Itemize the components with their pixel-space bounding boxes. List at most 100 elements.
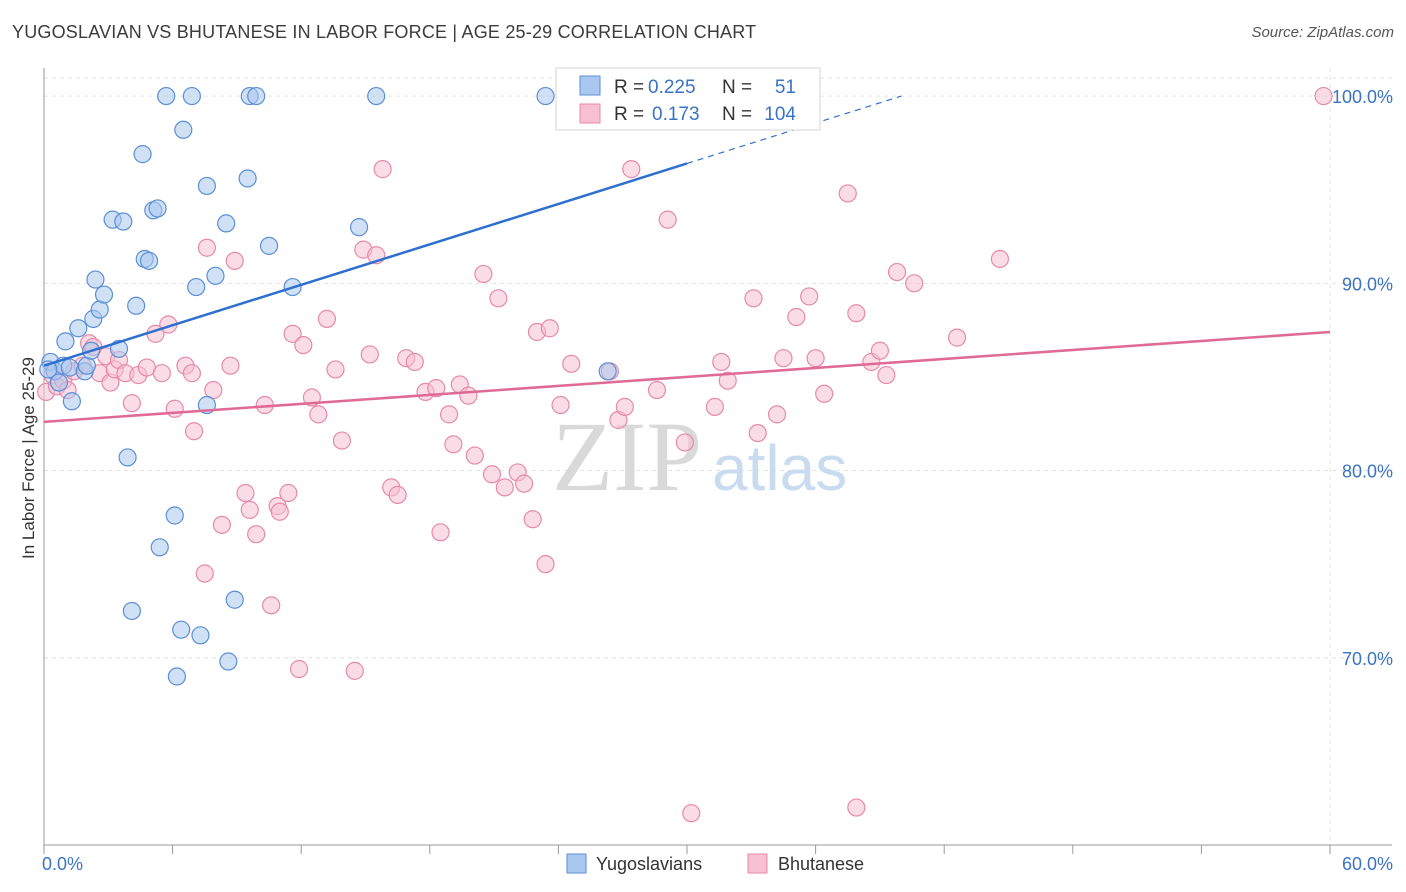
yugoslavian-point-6 xyxy=(62,392,81,411)
bhutanese-point-21 xyxy=(165,399,184,418)
yugoslavian-point-34 xyxy=(191,626,210,645)
yugoslavian-point-35 xyxy=(197,176,216,196)
axis-layer: 70.0% 80.0% 90.0% 100.0% 0.0% 60.0% xyxy=(42,68,1393,874)
yugoslavian-point-14 xyxy=(94,285,114,304)
bhutanese-point-82 xyxy=(675,433,694,452)
bhutanese-point-31 xyxy=(236,483,255,503)
yugoslavian-point-19 xyxy=(122,601,141,621)
bhutanese-point-32 xyxy=(240,500,259,519)
yugoslavian-point-23 xyxy=(139,251,159,270)
legend-n-value-0: 51 xyxy=(775,77,796,98)
bhutanese-point-90 xyxy=(774,349,793,368)
legend-r-label-0: R = xyxy=(614,77,644,98)
bhutanese-point-47 xyxy=(345,661,364,680)
bhutanese-point-49 xyxy=(360,345,379,364)
stats-legend: R = 0.225 N = 51 R = 0.173 N = 104 xyxy=(555,67,821,131)
watermark-atlas: atlas xyxy=(712,432,847,504)
bhutanese-point-93 xyxy=(806,349,825,368)
y-tick-label-100: 100.0% xyxy=(1332,87,1393,107)
bhutanese-point-104 xyxy=(990,249,1010,269)
legend-r-label-1: R = xyxy=(614,104,644,125)
legend-r-value-0: 0.225 xyxy=(648,77,696,98)
bhutanese-point-95 xyxy=(838,184,857,203)
yugoslavian-point-12 xyxy=(86,270,105,289)
bhutanese-point-58 xyxy=(431,523,450,542)
bhutanese-point-45 xyxy=(326,360,345,379)
bhutanese-point-19 xyxy=(152,364,171,383)
yugoslavian-point-5 xyxy=(60,358,79,377)
bhutanese-point-92 xyxy=(800,287,819,306)
series-legend-swatch-bhutanese[interactable] xyxy=(747,853,768,874)
legend-n-label-0: N = xyxy=(722,77,752,98)
yugoslavian-point-40 xyxy=(225,590,244,609)
bhutanese-point-44 xyxy=(317,309,337,328)
bhutanese-point-81 xyxy=(658,210,677,229)
yugoslavian-point-37 xyxy=(206,266,225,285)
bhutanese-point-67 xyxy=(495,478,514,497)
yugoslavian-point-43 xyxy=(247,86,266,106)
bhutanese-point-69 xyxy=(515,474,534,493)
bhutanese-point-24 xyxy=(184,422,204,441)
bhutanese-point-87 xyxy=(744,289,763,308)
bhutanese-point-57 xyxy=(427,379,446,398)
chart-title: YUGOSLAVIAN VS BHUTANESE IN LABOR FORCE … xyxy=(12,22,757,42)
yugoslavian-point-26 xyxy=(150,538,169,557)
bhutanese-point-103 xyxy=(947,328,967,347)
bhutanese-point-51 xyxy=(373,160,392,179)
series-legend: Yugoslavians Bhutanese xyxy=(566,853,864,874)
bhutanese-point-70 xyxy=(523,510,542,529)
bhutanese-point-80 xyxy=(647,380,667,400)
watermark: ZIP atlas xyxy=(552,401,847,512)
bhutanese-point-91 xyxy=(787,307,806,327)
yugoslavian-point-48 xyxy=(536,86,555,106)
bhutanese-point-79 xyxy=(622,160,641,179)
series-legend-label-bhutanese[interactable]: Bhutanese xyxy=(778,854,864,874)
yugoslavian-point-49 xyxy=(598,362,617,381)
yugoslavian-point-41 xyxy=(238,169,257,188)
bhutanese-point-74 xyxy=(551,395,570,415)
series-legend-swatch-yugoslavians[interactable] xyxy=(566,853,587,874)
bhutanese-point-37 xyxy=(270,502,289,521)
bhutanese-point-102 xyxy=(905,274,924,293)
bhutanese-point-53 xyxy=(388,485,407,504)
yugoslavian-point-31 xyxy=(174,120,193,139)
x-tick-label-max: 60.0% xyxy=(1342,854,1393,874)
bhutanese-point-63 xyxy=(465,446,484,465)
yugoslavian-point-7 xyxy=(69,319,88,338)
bhutanese-point-35 xyxy=(262,596,281,615)
bhutanese-point-23 xyxy=(182,364,201,383)
bhutanese-point-64 xyxy=(474,264,493,284)
bhutanese-point-38 xyxy=(279,483,298,503)
source-credit: Source: ZipAtlas.com xyxy=(1251,24,1394,41)
bhutanese-point-59 xyxy=(439,405,459,424)
series-legend-label-yugoslavians[interactable]: Yugoslavians xyxy=(596,854,702,874)
yugoslavian-point-13 xyxy=(90,300,109,319)
yugoslavian-point-28 xyxy=(165,506,184,525)
yugoslavian-point-32 xyxy=(182,86,201,106)
yugoslavian-point-38 xyxy=(217,214,236,233)
yugoslavian-trend-line xyxy=(43,162,688,367)
bhutanese-point-15 xyxy=(122,394,141,413)
bhutanese-point-78 xyxy=(615,397,634,416)
bhutanese-point-28 xyxy=(212,515,231,534)
bhutanese-point-72 xyxy=(536,555,555,574)
yugoslavian-point-16 xyxy=(114,212,133,231)
x-tick-label-min: 0.0% xyxy=(42,854,83,874)
legend-n-value-1: 104 xyxy=(764,104,796,125)
yugoslavian-point-47 xyxy=(367,86,386,106)
yugoslavian-point-4 xyxy=(56,332,75,351)
bhutanese-point-55 xyxy=(405,352,424,372)
legend-n-label-1: N = xyxy=(722,104,752,125)
bhutanese-point-41 xyxy=(294,335,313,355)
bhutanese-point-26 xyxy=(197,238,216,257)
bhutanese-point-40 xyxy=(289,659,309,679)
yugoslavian-point-30 xyxy=(172,620,191,639)
yugoslavian-point-39 xyxy=(219,652,238,671)
yugoslavian-point-2 xyxy=(49,373,69,392)
bhutanese-point-27 xyxy=(204,380,223,400)
bhutanese-point-73 xyxy=(540,319,559,338)
grid-layer xyxy=(44,68,1392,845)
bhutanese-point-62 xyxy=(459,386,478,405)
bhutanese-point-75 xyxy=(562,354,581,373)
